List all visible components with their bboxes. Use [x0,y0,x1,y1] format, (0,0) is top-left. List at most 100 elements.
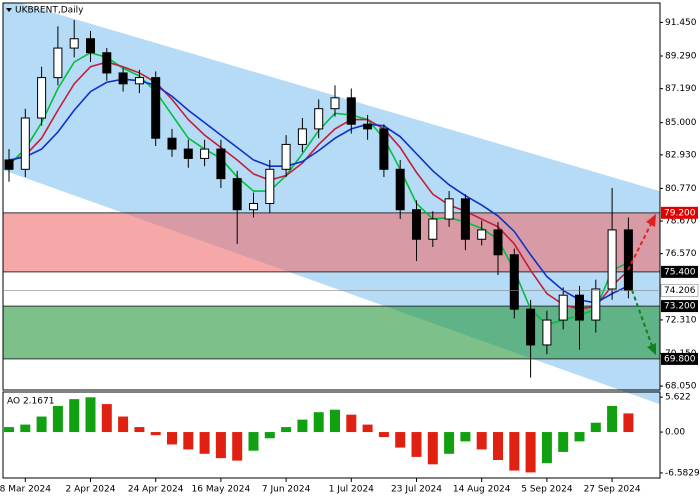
ao-bar [20,424,31,433]
candle-body [37,77,47,119]
ao-bar [167,432,177,445]
candle-body [542,319,552,346]
ao-bar [346,414,357,433]
candle-body [379,128,389,170]
ao-bar [607,405,618,433]
x-tick-label: 16 May 2024 [192,485,251,495]
x-tick-label: 2 Apr 2024 [66,485,116,495]
candle-body [69,38,79,49]
candle-body [444,198,454,220]
plot [3,20,660,473]
ao-bar [395,432,406,448]
ao-bar [411,432,422,457]
level-label: 79.200 [664,208,696,218]
y-tick-label: -6.5829 [665,468,700,478]
y-tick-label: 5.622 [665,393,691,403]
y-tick-label: 85.000 [665,118,697,128]
candle-body [428,218,438,240]
candle-body [460,198,470,240]
candle-body [330,97,340,110]
candle-body [395,168,405,211]
ao-bar [378,432,389,438]
candle-body [249,202,258,211]
candle-body [591,288,601,321]
symbol-title: UKBRENT,Daily [15,6,84,16]
arrow-head [646,214,656,227]
current-price-box [660,284,699,297]
candle-body [558,294,568,321]
ao-bar [493,432,503,460]
ao-bar [623,413,634,433]
ao-bar [541,432,552,464]
forecast-up-arrow [627,221,653,271]
y-tick-label: 72.310 [665,315,697,325]
y-tick-label: 80.770 [665,184,697,194]
ao-bar [232,432,243,461]
candle-body [232,178,242,211]
ao-bar [183,432,194,450]
y-tick-label: 78.670 [665,217,697,227]
candle-body [493,229,503,256]
x-tick-label: 24 Apr 2024 [128,485,184,495]
moving-average-line [8,61,629,311]
x-tick-label: 8 Mar 2024 [0,485,51,495]
candle-body [4,159,14,170]
x-tick-label: 7 Jun 2024 [262,485,311,495]
level-label-box [661,206,698,219]
candle-body [477,229,487,240]
ao-bar [281,427,292,433]
candle-body [118,72,128,85]
ao-bar [362,424,373,433]
candle-body [183,148,193,159]
candle-body [151,77,161,139]
ao-bar [590,422,601,433]
ao-bar [444,432,455,454]
ao-bar [297,419,308,433]
candle-body [575,294,584,321]
candle-body [607,229,617,290]
price-panel-frame [2,2,661,391]
ao-bar [36,416,47,433]
candle-body [102,52,112,74]
ao-bar [52,405,63,433]
candle-body [346,97,356,125]
candle-body [167,137,177,150]
y-tick-label: 68.050 [665,382,697,392]
candle-body [20,117,30,170]
ao-bar [264,432,275,439]
level-label-box [661,265,698,278]
ao-bar [525,432,536,473]
x-tick-label: 27 Sep 2024 [584,485,641,495]
ao-bar [248,432,259,451]
ao-bar [476,432,487,450]
ao-bar [101,404,112,433]
level-label: 69.800 [664,354,696,364]
ao-bar [134,427,145,433]
level-label: 75.400 [664,267,696,277]
ao-bar [150,432,161,436]
candle-body [265,168,275,204]
ao-bar [460,432,471,442]
x-tick-label: 5 Sep 2024 [521,485,573,495]
ao-bar [313,412,324,433]
chart-layers [3,3,690,415]
candle-body [281,143,291,170]
y-tick-label: 76.570 [665,249,697,259]
y-tick-label: 82.930 [665,150,697,160]
ao-bar [330,409,340,433]
candle-body [412,209,421,240]
arrow-head [647,343,656,355]
axis-background [660,0,700,500]
ao-bar [509,432,520,471]
candle-body [53,47,63,79]
candle-body [297,128,307,145]
forecast-down-arrow [631,289,653,347]
level-label-box [661,352,698,365]
candle-body [86,38,95,54]
current-price-label: 74.206 [664,286,696,296]
ao-bar [215,432,226,459]
candle-body [314,108,324,130]
ao-bar [427,432,438,465]
